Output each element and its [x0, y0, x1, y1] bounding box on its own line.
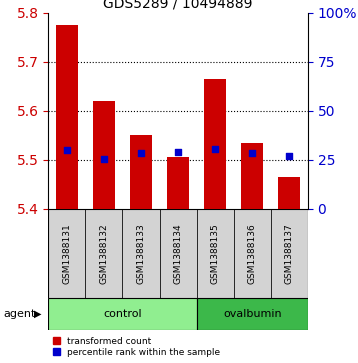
FancyBboxPatch shape — [86, 209, 122, 298]
Point — [175, 150, 181, 155]
Point — [250, 150, 255, 156]
FancyBboxPatch shape — [197, 209, 234, 298]
Text: agent: agent — [4, 309, 36, 319]
FancyBboxPatch shape — [48, 298, 197, 330]
FancyBboxPatch shape — [48, 209, 86, 298]
Text: GSM1388136: GSM1388136 — [248, 223, 257, 284]
Legend: transformed count, percentile rank within the sample: transformed count, percentile rank withi… — [53, 337, 221, 357]
Point — [212, 146, 218, 152]
Text: GSM1388132: GSM1388132 — [100, 223, 108, 284]
FancyBboxPatch shape — [122, 209, 160, 298]
FancyBboxPatch shape — [234, 209, 271, 298]
Bar — [93, 101, 115, 209]
Text: GSM1388135: GSM1388135 — [211, 223, 220, 284]
Text: GSM1388131: GSM1388131 — [62, 223, 71, 284]
Title: GDS5289 / 10494889: GDS5289 / 10494889 — [103, 0, 253, 10]
Bar — [278, 177, 300, 209]
Bar — [56, 25, 78, 209]
Bar — [241, 143, 263, 209]
Point — [138, 150, 144, 156]
Text: ▶: ▶ — [34, 309, 42, 319]
FancyBboxPatch shape — [197, 298, 308, 330]
Point — [64, 147, 70, 153]
Bar — [167, 157, 189, 209]
Text: GSM1388137: GSM1388137 — [285, 223, 294, 284]
Text: GSM1388134: GSM1388134 — [174, 223, 183, 284]
Text: ovalbumin: ovalbumin — [223, 309, 282, 319]
FancyBboxPatch shape — [271, 209, 308, 298]
Bar — [130, 135, 152, 209]
Text: control: control — [103, 309, 142, 319]
Point — [286, 153, 292, 159]
Bar — [204, 79, 226, 209]
Text: GSM1388133: GSM1388133 — [136, 223, 145, 284]
FancyBboxPatch shape — [160, 209, 197, 298]
Point — [101, 156, 107, 162]
